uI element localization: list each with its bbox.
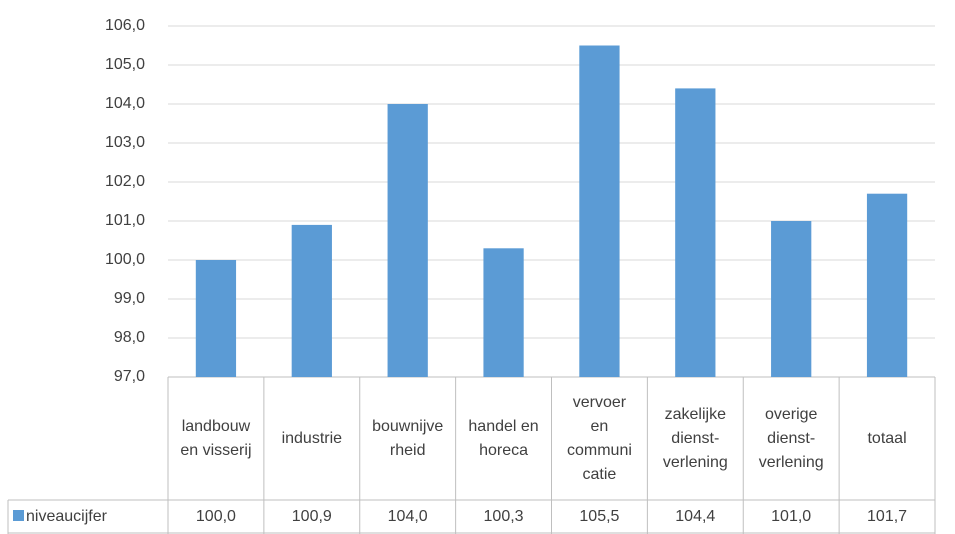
bar bbox=[579, 45, 620, 377]
data-label: 104,4 bbox=[675, 507, 716, 525]
y-tick-label: 104,0 bbox=[105, 95, 145, 112]
x-tick-label: overige dienst-verlening bbox=[758, 405, 824, 471]
data-label: 100,0 bbox=[195, 507, 236, 525]
data-label: 100,9 bbox=[291, 507, 332, 525]
y-tick-label: 103,0 bbox=[105, 134, 145, 151]
x-tick-label: handel en horeca bbox=[468, 417, 539, 459]
data-label: 104,0 bbox=[387, 507, 428, 525]
x-tick-label: landbouw en visserij bbox=[180, 417, 252, 459]
y-tick-label: 100,0 bbox=[105, 251, 145, 268]
bar bbox=[195, 260, 237, 377]
bar bbox=[483, 248, 524, 377]
bar bbox=[771, 221, 812, 377]
bar bbox=[387, 104, 428, 377]
x-tick-label: bouwnijverheid bbox=[372, 417, 444, 459]
y-tick-label: 106,0 bbox=[105, 17, 145, 34]
x-tick-label: zakelijke dienst-verlening bbox=[662, 405, 728, 471]
data-label: 105,5 bbox=[579, 507, 620, 525]
bar bbox=[866, 193, 908, 377]
data-label: 101,7 bbox=[867, 507, 908, 525]
y-tick-label: 97,0 bbox=[114, 368, 145, 385]
y-tick-label: 101,0 bbox=[105, 212, 145, 229]
data-label: 101,0 bbox=[771, 507, 812, 525]
y-tick-label: 102,0 bbox=[105, 173, 145, 190]
bar bbox=[675, 88, 716, 378]
data-label: 100,3 bbox=[483, 507, 524, 525]
x-tick-label: industrie bbox=[281, 429, 343, 447]
y-tick-label: 98,0 bbox=[114, 329, 145, 346]
legend-label: niveaucijfer bbox=[26, 507, 107, 525]
bar bbox=[291, 224, 332, 377]
x-tick-label: totaal bbox=[867, 429, 907, 447]
legend-swatch bbox=[13, 510, 24, 521]
y-tick-label: 99,0 bbox=[114, 290, 145, 307]
y-tick-label: 105,0 bbox=[105, 56, 145, 73]
x-tick-label: vervoer en communicatie bbox=[566, 393, 632, 483]
